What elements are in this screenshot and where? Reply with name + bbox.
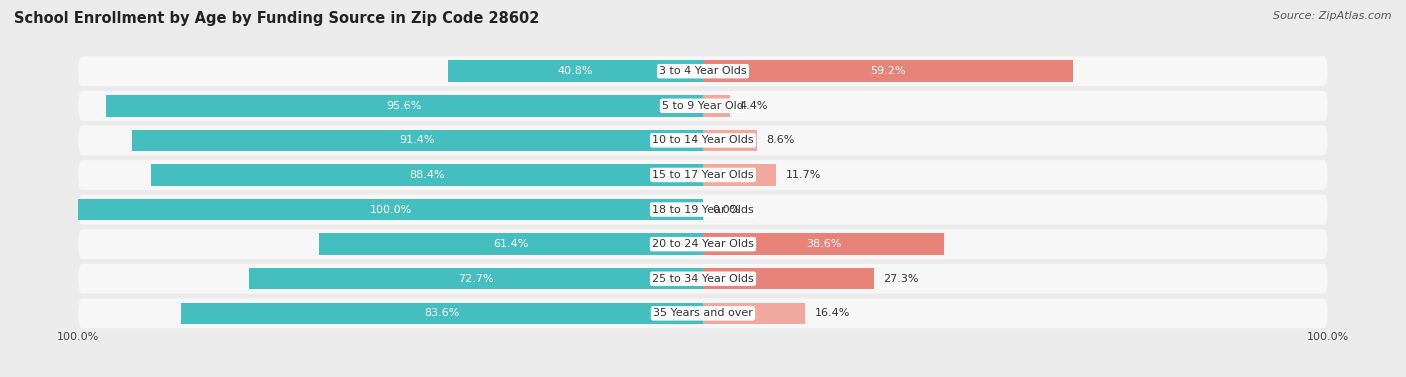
Text: 100.0%: 100.0% xyxy=(1306,332,1348,342)
Bar xyxy=(150,164,703,186)
Text: 35 Years and over: 35 Years and over xyxy=(652,308,754,318)
Text: Source: ZipAtlas.com: Source: ZipAtlas.com xyxy=(1274,11,1392,21)
Bar xyxy=(180,303,703,324)
FancyBboxPatch shape xyxy=(79,160,1327,190)
Text: 40.8%: 40.8% xyxy=(558,66,593,76)
FancyBboxPatch shape xyxy=(79,91,1327,121)
Text: 38.6%: 38.6% xyxy=(806,239,841,249)
Bar xyxy=(319,233,703,255)
Bar xyxy=(703,268,873,290)
FancyBboxPatch shape xyxy=(79,229,1327,259)
Bar xyxy=(703,130,756,151)
Text: 25 to 34 Year Olds: 25 to 34 Year Olds xyxy=(652,274,754,284)
Text: 61.4%: 61.4% xyxy=(494,239,529,249)
Text: 15 to 17 Year Olds: 15 to 17 Year Olds xyxy=(652,170,754,180)
Text: 4.4%: 4.4% xyxy=(740,101,768,111)
Text: 0.0%: 0.0% xyxy=(713,205,741,215)
Legend: Public School, Private School: Public School, Private School xyxy=(592,375,814,377)
FancyBboxPatch shape xyxy=(79,195,1327,224)
Text: 91.4%: 91.4% xyxy=(399,135,436,146)
Text: 72.7%: 72.7% xyxy=(458,274,494,284)
Text: 100.0%: 100.0% xyxy=(58,332,100,342)
Bar xyxy=(449,60,703,82)
Bar xyxy=(703,164,776,186)
Text: 83.6%: 83.6% xyxy=(425,308,460,318)
Text: 10 to 14 Year Olds: 10 to 14 Year Olds xyxy=(652,135,754,146)
Bar xyxy=(703,233,945,255)
Text: School Enrollment by Age by Funding Source in Zip Code 28602: School Enrollment by Age by Funding Sour… xyxy=(14,11,540,26)
Text: 59.2%: 59.2% xyxy=(870,66,905,76)
Text: 95.6%: 95.6% xyxy=(387,101,422,111)
Text: 88.4%: 88.4% xyxy=(409,170,444,180)
Text: 3 to 4 Year Olds: 3 to 4 Year Olds xyxy=(659,66,747,76)
FancyBboxPatch shape xyxy=(79,299,1327,328)
Text: 5 to 9 Year Old: 5 to 9 Year Old xyxy=(662,101,744,111)
Text: 16.4%: 16.4% xyxy=(815,308,851,318)
Text: 20 to 24 Year Olds: 20 to 24 Year Olds xyxy=(652,239,754,249)
Text: 27.3%: 27.3% xyxy=(883,274,918,284)
Text: 8.6%: 8.6% xyxy=(766,135,794,146)
Bar xyxy=(703,95,731,116)
FancyBboxPatch shape xyxy=(79,264,1327,294)
Bar xyxy=(703,303,806,324)
Text: 18 to 19 Year Olds: 18 to 19 Year Olds xyxy=(652,205,754,215)
Bar xyxy=(132,130,703,151)
FancyBboxPatch shape xyxy=(79,56,1327,86)
Text: 11.7%: 11.7% xyxy=(786,170,821,180)
Bar xyxy=(703,60,1073,82)
FancyBboxPatch shape xyxy=(79,126,1327,155)
Bar xyxy=(249,268,703,290)
Bar xyxy=(79,199,703,220)
Text: 100.0%: 100.0% xyxy=(370,205,412,215)
Bar xyxy=(105,95,703,116)
